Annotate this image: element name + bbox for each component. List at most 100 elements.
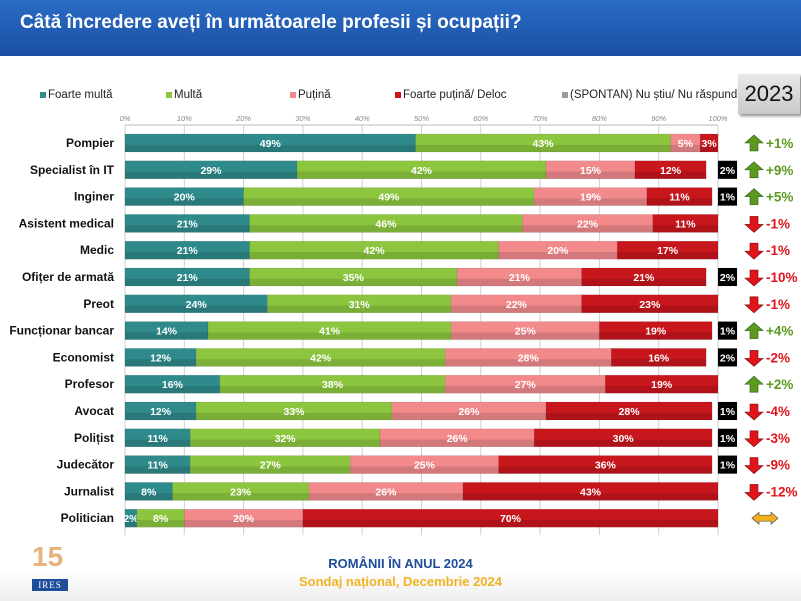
bar-shade (534, 439, 713, 447)
change-value: -1% (766, 297, 790, 312)
data-label: 19% (651, 379, 673, 391)
bar-segment (581, 267, 707, 287)
footer-title: ROMÂNII ÎN ANUL 2024 (328, 556, 473, 571)
data-label: 35% (343, 272, 365, 284)
data-label: 43% (580, 486, 602, 498)
data-label: 16% (648, 352, 670, 364)
data-label: 17% (657, 245, 679, 257)
change-value: +4% (766, 324, 793, 339)
down-arrow-icon (744, 216, 764, 233)
data-label: 21% (633, 272, 655, 284)
footer-band (0, 570, 801, 601)
bar-segment (581, 294, 719, 314)
bar-shade (617, 252, 718, 260)
bar-shade (302, 520, 718, 528)
change-value: +5% (766, 190, 793, 205)
data-label: 27% (260, 460, 282, 472)
bar-shade (267, 305, 452, 313)
bar-segment (308, 482, 464, 501)
category-label: Specialist în IT (30, 163, 115, 177)
data-label: 42% (364, 245, 386, 257)
data-label: 23% (230, 486, 252, 498)
bar-shade (196, 412, 392, 420)
data-label: 12% (150, 406, 172, 418)
legend-label: Multă (174, 89, 203, 101)
legend-item: Foarte puțină/ Deloc (395, 89, 507, 101)
bar-segment (717, 321, 738, 340)
bar-segment (717, 187, 738, 206)
bar-shade (172, 493, 309, 501)
data-label: 16% (162, 379, 184, 391)
bar-segment (124, 321, 209, 340)
data-label: 11% (675, 218, 696, 230)
bar-shade (463, 493, 718, 501)
data-label: 8% (153, 513, 169, 525)
bar-shade (125, 412, 197, 420)
x-tick-label: 50% (414, 114, 429, 123)
bar-shade (125, 493, 173, 501)
data-label: 28% (518, 352, 540, 364)
bar-segment (616, 240, 719, 260)
bar-shade (125, 386, 220, 394)
bar-shade (125, 144, 416, 152)
x-tick-label: 60% (473, 114, 488, 123)
category-label: Ofițer de armată (22, 270, 114, 284)
legend-item: (SPONTAN) Nu știu/ Nu răspund (562, 89, 737, 101)
bar-shade (308, 493, 464, 501)
bar-shade (522, 225, 653, 233)
data-label: 26% (458, 406, 480, 418)
bar-segment (599, 321, 713, 340)
bar-shade (125, 278, 250, 286)
data-label: 24% (186, 299, 208, 311)
legend-swatch (40, 91, 46, 98)
data-label: 11% (147, 460, 168, 472)
bar-shade (718, 412, 737, 420)
bar-shade (219, 386, 446, 394)
x-tick-label: 90% (651, 114, 666, 123)
data-label: 3% (702, 138, 718, 150)
bar-shade (190, 439, 380, 447)
bar-shade (498, 252, 618, 260)
data-label: 1% (720, 406, 736, 418)
x-tick-label: 70% (533, 114, 548, 123)
data-label: 29% (200, 165, 222, 177)
bar-shade (718, 439, 737, 447)
bar-shade (718, 466, 737, 474)
data-label: 21% (177, 218, 199, 230)
ires-logo: 15 IRES (32, 541, 68, 593)
bar-shade (249, 225, 523, 233)
bar-shade (243, 198, 535, 206)
data-label: 41% (319, 326, 341, 338)
data-label: 21% (177, 245, 199, 257)
bar-segment (605, 374, 719, 394)
bar-shade (125, 520, 137, 528)
up-arrow-icon (744, 375, 764, 393)
neutral-arrow-icon (751, 511, 779, 525)
data-label: 26% (447, 433, 469, 445)
change-value: -9% (766, 458, 790, 473)
bar-shade (415, 144, 671, 152)
down-arrow-icon (744, 269, 764, 287)
bar-shade (670, 144, 701, 152)
bar-segment (611, 348, 707, 367)
bar-shade (391, 412, 547, 420)
bar-segment (717, 160, 738, 180)
bar-shade (498, 466, 713, 474)
legend-item: Multă (166, 89, 202, 101)
data-label: 31% (349, 299, 371, 311)
data-label: 21% (177, 272, 199, 284)
bar-shade (125, 252, 250, 260)
bar-shade (125, 359, 197, 367)
data-label: 12% (150, 352, 172, 364)
data-label: 1% (720, 460, 736, 472)
change-value: -12% (766, 484, 798, 499)
category-label: Economist (53, 350, 114, 364)
change-value: -1% (766, 216, 790, 231)
header-band: Câtă încredere aveți în următoarele prof… (0, 0, 801, 56)
up-arrow-icon (744, 134, 764, 152)
data-label: 49% (378, 192, 400, 204)
bar-shade (190, 466, 351, 474)
data-label: 38% (322, 379, 344, 391)
data-label: 70% (500, 513, 522, 525)
bar-shade (599, 332, 713, 340)
